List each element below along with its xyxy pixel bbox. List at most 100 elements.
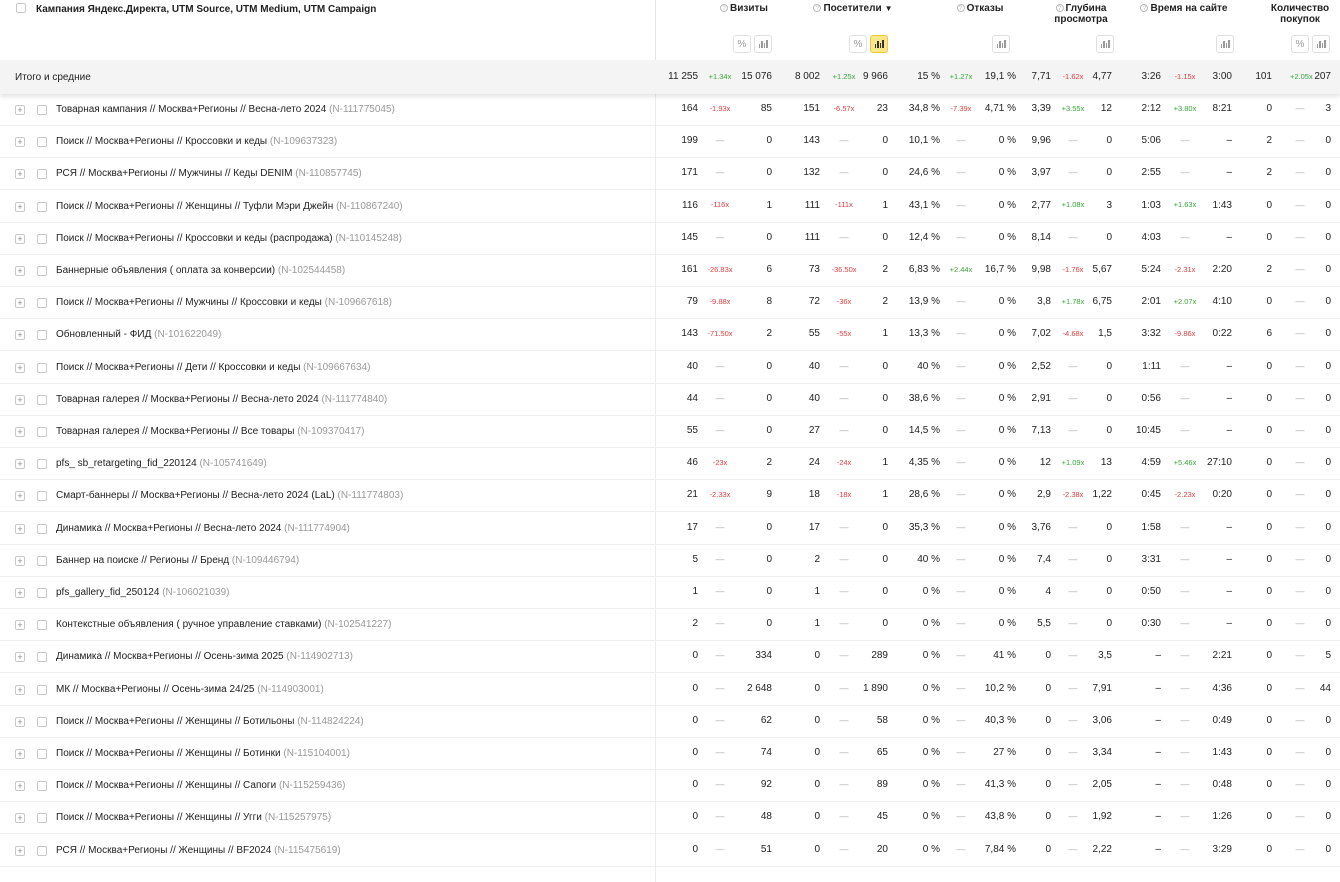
row-checkbox[interactable]: [37, 459, 47, 470]
row-checkbox[interactable]: [37, 620, 47, 631]
row-checkbox[interactable]: [37, 781, 47, 792]
campaign-name[interactable]: Поиск // Москва+Регионы // Женщины // Уг…: [56, 812, 331, 823]
table-row[interactable]: + Поиск // Москва+Регионы // Женщины // С…: [0, 770, 1340, 803]
row-checkbox[interactable]: [37, 266, 47, 276]
campaign-name[interactable]: Поиск // Москва+Регионы // Женщины // Бо…: [56, 716, 364, 727]
campaign-title[interactable]: РСЯ // Москва+Регионы // Мужчины // Кеды…: [56, 168, 293, 180]
table-row[interactable]: + Поиск // Москва+Регионы // Дети // Крос…: [0, 352, 1340, 384]
expand-plus-icon[interactable]: +: [15, 330, 25, 341]
expand-plus-icon[interactable]: +: [15, 716, 25, 727]
expand-plus-icon[interactable]: +: [15, 781, 25, 792]
expand-plus-icon[interactable]: +: [15, 652, 25, 663]
table-row[interactable]: + Баннер на поиске // Регионы // Бренд (N…: [0, 545, 1340, 577]
row-checkbox[interactable]: [37, 845, 47, 856]
campaign-title[interactable]: Поиск // Москва+Регионы // Кроссовки и к…: [56, 232, 333, 244]
table-row[interactable]: + Поиск // Москва+Регионы // Женщины // Т…: [0, 191, 1340, 223]
table-row[interactable]: + pfs_gallery_fid_250124 (N-106021039) 1 — 0…: [0, 577, 1340, 609]
expand-plus-icon[interactable]: +: [15, 169, 25, 180]
campaign-name[interactable]: Товарная галерея // Москва+Регионы // Ве…: [56, 394, 387, 405]
info-icon[interactable]: ?: [813, 4, 822, 12]
campaign-name[interactable]: Товарная галерея // Москва+Регионы // Вс…: [56, 426, 365, 437]
campaign-name[interactable]: Баннер на поиске // Регионы // Бренд (N-…: [56, 555, 299, 566]
campaign-title[interactable]: Динамика // Москва+Регионы // Осень-зима…: [56, 651, 284, 663]
campaign-name[interactable]: Поиск // Москва+Регионы // Кроссовки и к…: [56, 233, 402, 244]
percent-toggle-button[interactable]: %: [849, 35, 867, 53]
table-row[interactable]: + Товарная галерея // Москва+Регионы // В…: [0, 416, 1340, 448]
table-row[interactable]: + Поиск // Москва+Регионы // Женщины // Б…: [0, 738, 1340, 770]
metric-header-visitors[interactable]: ? Посетители ▼: [808, 3, 898, 14]
expand-plus-icon[interactable]: +: [15, 749, 25, 759]
percent-toggle-button[interactable]: %: [733, 35, 751, 53]
campaign-name[interactable]: Динамика // Москва+Регионы // Весна-лето…: [56, 523, 350, 534]
table-row[interactable]: + Товарная галерея // Москва+Регионы // В…: [0, 384, 1340, 416]
info-icon[interactable]: ?: [956, 4, 965, 12]
chart-toggle-button[interactable]: [754, 35, 772, 53]
row-checkbox[interactable]: [37, 233, 47, 244]
campaign-title[interactable]: Поиск // Москва+Регионы // Мужчины // Кр…: [56, 297, 322, 309]
select-all-checkbox[interactable]: [16, 3, 26, 13]
campaign-name[interactable]: Поиск // Москва+Регионы // Кроссовки и к…: [56, 136, 337, 147]
table-row[interactable]: + Смарт-баннеры // Москва+Регионы // Весн…: [0, 480, 1340, 513]
chart-toggle-button[interactable]: [1216, 35, 1234, 53]
campaign-title[interactable]: Поиск // Москва+Регионы // Женщины // Бо…: [56, 715, 295, 727]
expand-plus-icon[interactable]: +: [15, 684, 25, 695]
expand-plus-icon[interactable]: +: [15, 555, 25, 566]
table-row[interactable]: + РСЯ // Москва+Регионы // Женщины // BF2…: [0, 835, 1340, 867]
campaign-name[interactable]: МК // Москва+Регионы // Осень-зима 24/25…: [56, 684, 324, 695]
row-checkbox[interactable]: [37, 684, 47, 695]
dimension-title[interactable]: Кампания Яндекс.Директа, UTM Source, UTM…: [36, 4, 377, 15]
campaign-title[interactable]: Обновленный - ФИД: [56, 329, 152, 341]
table-row[interactable]: + pfs_ sb_retargeting_fid_220124 (N-10574…: [0, 448, 1340, 481]
expand-plus-icon[interactable]: +: [15, 201, 25, 212]
table-row[interactable]: + РСЯ // Москва+Регионы // Мужчины // Кед…: [0, 158, 1340, 191]
expand-plus-icon[interactable]: +: [15, 427, 25, 437]
campaign-title[interactable]: Поиск // Москва+Регионы // Женщины // Уг…: [56, 812, 262, 824]
expand-plus-icon[interactable]: +: [15, 105, 25, 115]
campaign-title[interactable]: Товарная галерея // Москва+Регионы // Вс…: [56, 426, 295, 437]
expand-plus-icon[interactable]: +: [15, 588, 25, 598]
campaign-title[interactable]: Баннерные объявления ( оплата за конверс…: [56, 265, 276, 276]
table-row[interactable]: + Поиск // Москва+Регионы // Женщины // У…: [0, 802, 1340, 835]
row-checkbox[interactable]: [37, 523, 47, 534]
expand-plus-icon[interactable]: +: [15, 459, 25, 470]
campaign-name[interactable]: Поиск // Москва+Регионы // Мужчины // Кр…: [56, 297, 392, 308]
expand-plus-icon[interactable]: +: [15, 523, 25, 534]
expand-plus-icon[interactable]: +: [15, 266, 25, 276]
row-checkbox[interactable]: [37, 716, 47, 727]
row-checkbox[interactable]: [37, 105, 47, 115]
campaign-name[interactable]: Товарная кампания // Москва+Регионы // В…: [56, 104, 395, 115]
info-icon[interactable]: ?: [1055, 4, 1064, 12]
table-row[interactable]: + Баннерные объявления ( оплата за конвер…: [0, 255, 1340, 287]
campaign-name[interactable]: РСЯ // Москва+Регионы // Мужчины // Кеды…: [56, 168, 362, 179]
campaign-title[interactable]: Поиск // Москва+Регионы // Женщины // Са…: [56, 780, 277, 792]
row-checkbox[interactable]: [37, 652, 47, 663]
campaign-name[interactable]: Поиск // Москва+Регионы // Женщины // Са…: [56, 780, 345, 791]
campaign-name[interactable]: Смарт-баннеры // Москва+Регионы // Весна…: [56, 490, 403, 501]
metric-header-time[interactable]: ? Время на сайте: [1136, 3, 1232, 14]
row-checkbox[interactable]: [37, 362, 47, 373]
expand-plus-icon[interactable]: +: [15, 491, 25, 502]
campaign-name[interactable]: Контекстные объявления ( ручное управлен…: [56, 619, 391, 630]
row-checkbox[interactable]: [37, 298, 47, 309]
expand-plus-icon[interactable]: +: [15, 620, 25, 631]
table-row[interactable]: + Поиск // Москва+Регионы // Кроссовки и …: [0, 126, 1340, 159]
row-checkbox[interactable]: [37, 201, 47, 212]
chart-toggle-button[interactable]: [1312, 35, 1330, 53]
row-checkbox[interactable]: [37, 813, 47, 824]
chart-toggle-button[interactable]: [1096, 35, 1114, 53]
campaign-title[interactable]: Поиск // Москва+Регионы // Дети // Кросс…: [56, 361, 301, 373]
sort-desc-icon[interactable]: ▼: [884, 4, 893, 13]
metric-header-depth[interactable]: ? Глубина просмотра: [1054, 3, 1108, 25]
chart-toggle-button-active[interactable]: [870, 35, 888, 53]
table-row[interactable]: + Поиск // Москва+Регионы // Женщины // Б…: [0, 706, 1340, 738]
info-icon[interactable]: ?: [720, 4, 729, 12]
campaign-name[interactable]: Поиск // Москва+Регионы // Дети // Кросс…: [56, 362, 370, 373]
chart-toggle-button[interactable]: [992, 35, 1010, 53]
row-checkbox[interactable]: [37, 394, 47, 405]
campaign-name[interactable]: Поиск // Москва+Регионы // Женщины // Ту…: [56, 201, 403, 212]
campaign-name[interactable]: РСЯ // Москва+Регионы // Женщины // BF20…: [56, 845, 341, 856]
campaign-title[interactable]: Поиск // Москва+Регионы // Кроссовки и к…: [56, 136, 268, 148]
table-row[interactable]: + Контекстные объявления ( ручное управле…: [0, 609, 1340, 642]
campaign-title[interactable]: Поиск // Москва+Регионы // Женщины // Бо…: [56, 748, 281, 759]
row-checkbox[interactable]: [37, 427, 47, 437]
